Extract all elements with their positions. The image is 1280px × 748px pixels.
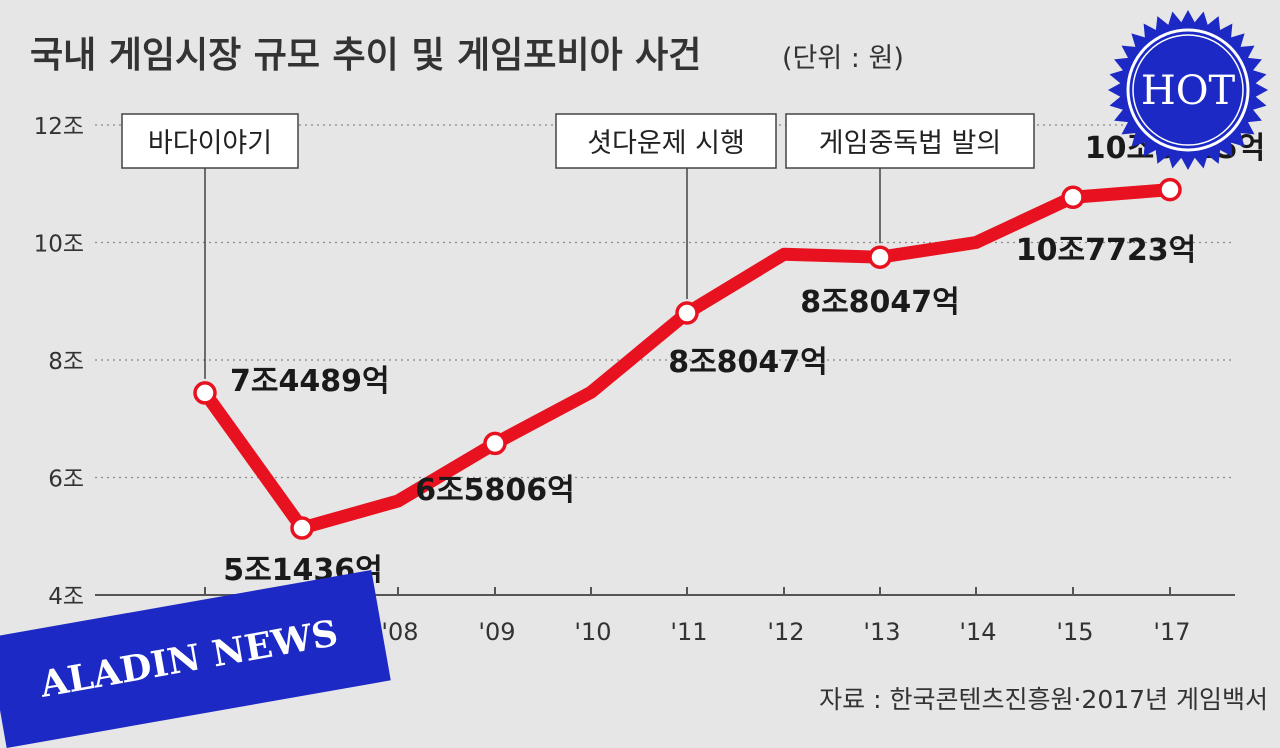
hot-text: HOT — [1141, 68, 1236, 114]
line-chart: 4조6조8조10조12조2006년'07'08'09'10'11'12'13'1… — [34, 113, 1265, 646]
y-tick-label: 10조 — [34, 232, 84, 258]
news-banner-text: ALADIN NEWS — [36, 612, 342, 706]
annotation-box — [121, 113, 299, 169]
data-label: 7조4489억 — [230, 364, 390, 399]
x-tick-label: '10 — [574, 618, 611, 646]
y-tick-label: 6조 — [48, 467, 84, 493]
x-tick-label: '11 — [670, 618, 707, 646]
annotation-label: 게임중독법 발의 — [819, 128, 1001, 159]
data-point — [868, 245, 892, 269]
chart-figure: 국내 게임시장 규모 추이 및 게임포비아 사건 (단위 : 원) 4조 6조 8조… — [0, 8, 1270, 748]
unit-label: (단위 : 원) — [782, 43, 904, 74]
source-note: 자료 : 한국콘텐츠진흥원·2017년 게임백서 — [819, 685, 1268, 714]
annotation-label: 셧다운제 시행 — [587, 128, 745, 159]
hot-seal-icon: HOT — [1108, 10, 1268, 170]
annotation-box — [785, 113, 1035, 169]
x-tick-label: '15 — [1056, 618, 1093, 646]
x-tick-label: '17 — [1153, 618, 1190, 646]
data-label: 8조8047억 — [800, 285, 960, 320]
x-tick-label: '14 — [959, 618, 996, 646]
x-tick-label: '08 — [381, 618, 418, 646]
x-tick-label: '09 — [478, 618, 515, 646]
data-label: 6조5806억 — [415, 473, 575, 508]
y-tick-label: 4조 — [48, 584, 84, 610]
annotation-box — [555, 113, 777, 169]
data-label: 8조8047억 — [668, 345, 828, 380]
x-tick-label: '13 — [863, 618, 900, 646]
x-tick-label: '12 — [767, 618, 804, 646]
data-label: 10조7723억 — [1016, 233, 1196, 268]
y-tick-label: 8조 — [48, 349, 84, 375]
data-point — [483, 431, 507, 456]
data-point — [290, 516, 314, 540]
annotation-label: 바다이야기 — [148, 128, 272, 159]
data-point — [675, 301, 699, 325]
data-point — [1061, 185, 1085, 210]
data-point — [193, 381, 217, 405]
data-point — [1158, 177, 1182, 202]
y-tick-label: 12조 — [34, 114, 84, 140]
hot-badge: HOT — [1106, 8, 1270, 172]
chart-title: 국내 게임시장 규모 추이 및 게임포비아 사건 — [30, 35, 702, 76]
